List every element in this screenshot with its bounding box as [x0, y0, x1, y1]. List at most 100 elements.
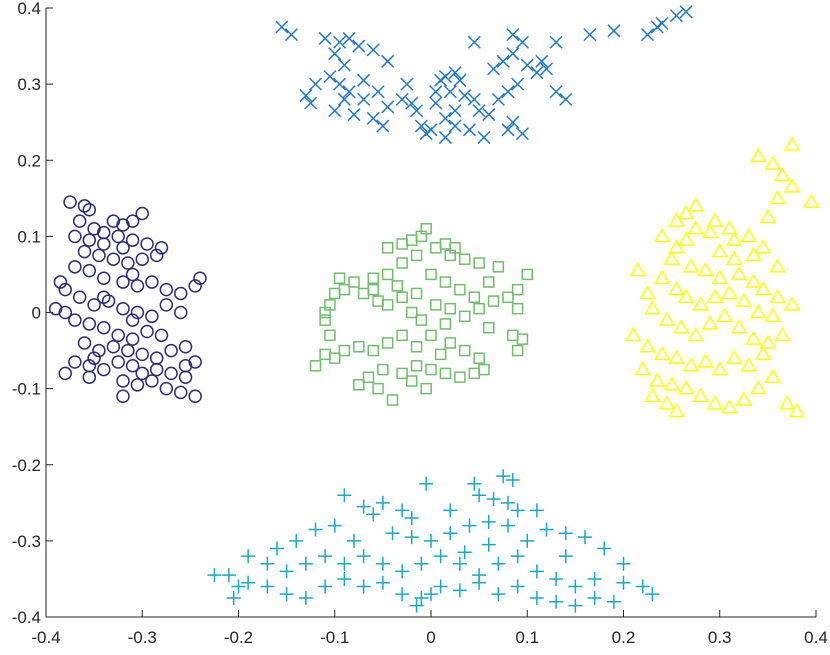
plus-point [491, 587, 506, 602]
x-cross-point [381, 54, 395, 68]
circle-point [188, 389, 202, 403]
x-cross-point [357, 73, 371, 87]
plus-point [501, 518, 515, 533]
circle-point [97, 362, 111, 377]
x-cross-point [395, 92, 409, 106]
triangle-point [721, 284, 738, 300]
triangle-point [658, 395, 676, 410]
plus-point [587, 571, 602, 586]
x-cross-point [539, 62, 554, 76]
plus-point [645, 587, 660, 602]
circle-point [135, 206, 149, 221]
triangle-point [629, 262, 647, 277]
x-cross-point [520, 58, 534, 72]
x-cross-point [318, 31, 332, 45]
triangle-point [764, 155, 781, 170]
x-tick-label: -0.2 [224, 628, 253, 647]
square-point [396, 291, 408, 304]
plus-point [616, 556, 631, 571]
square-point [473, 352, 485, 364]
plus-point [409, 598, 424, 613]
circle-point [87, 351, 101, 365]
circle-point [178, 340, 193, 354]
circle-point [97, 237, 111, 251]
triangle-point [644, 387, 661, 402]
triangle-point [725, 231, 743, 246]
x-cross-point [515, 35, 529, 49]
triangle-point [754, 345, 772, 361]
triangle-point [692, 296, 709, 311]
plus-point [226, 590, 241, 605]
circle-point [106, 252, 121, 266]
plus-point [505, 472, 520, 487]
triangle-point [749, 147, 767, 163]
triangle-point [677, 231, 695, 246]
square-point [430, 299, 442, 311]
square-point [492, 261, 505, 273]
circle-point [97, 271, 111, 285]
plus-point [207, 568, 222, 583]
axes: -0.4 -0.3 -0.2 -0.1 0 0.1 0.2 0.3 0.4 -0.4 -0.3 -0.… [12, 0, 828, 647]
square-point [410, 341, 423, 353]
plus-point [529, 590, 544, 605]
circle-point [125, 214, 140, 228]
square-point [319, 314, 331, 326]
x-cross-point [410, 104, 424, 118]
plus-point [337, 556, 352, 571]
square-point [353, 341, 365, 353]
square-point [410, 287, 423, 300]
triangle-point [697, 353, 714, 368]
circle-point [116, 241, 130, 255]
square-point [483, 321, 495, 334]
triangle-point [644, 300, 661, 315]
x-cross-point [506, 115, 520, 129]
plus-point [457, 545, 472, 560]
plus-point [501, 495, 515, 510]
y-tick-label: -0.2 [12, 456, 41, 475]
plus-point [635, 579, 650, 594]
square-point [386, 394, 399, 406]
square-point [507, 329, 519, 342]
circle-point [72, 290, 87, 305]
y-tick-label: 0.1 [17, 227, 41, 246]
x-cross-point [400, 77, 414, 91]
x-cross-point [347, 108, 361, 122]
triangle-point [735, 292, 753, 307]
triangle-point [711, 243, 729, 258]
plus-point [424, 533, 438, 548]
square-point [458, 344, 471, 357]
x-cross-point [515, 127, 529, 141]
x-cross-point [462, 123, 477, 137]
circle-point [135, 252, 149, 266]
plus-point [606, 594, 621, 609]
triangle-point [697, 262, 714, 277]
triangle-point [716, 307, 733, 323]
plus-point [472, 488, 487, 503]
square-point [396, 238, 408, 250]
square-point [329, 287, 341, 300]
plus-point [404, 530, 419, 545]
square-point [468, 367, 481, 380]
triangle-point [682, 357, 700, 372]
square-point [502, 291, 514, 304]
plus-point [318, 549, 333, 564]
x-cross-point [458, 89, 472, 103]
circle-point [82, 317, 97, 331]
circle-point [149, 351, 164, 365]
triangle-point [648, 372, 666, 387]
triangle-point [687, 220, 704, 235]
circle-point [164, 366, 178, 381]
plus-point [549, 594, 564, 609]
plus-point [279, 587, 294, 602]
triangle-point [774, 326, 791, 342]
x-cross-point [352, 39, 366, 53]
circle-point [53, 275, 68, 289]
circle-point [130, 305, 145, 320]
circle-point [154, 328, 169, 343]
triangle-point [687, 197, 704, 212]
plus-point [375, 556, 390, 571]
circle-point [125, 332, 140, 346]
plus-point [356, 579, 371, 594]
triangle-point [658, 311, 676, 326]
